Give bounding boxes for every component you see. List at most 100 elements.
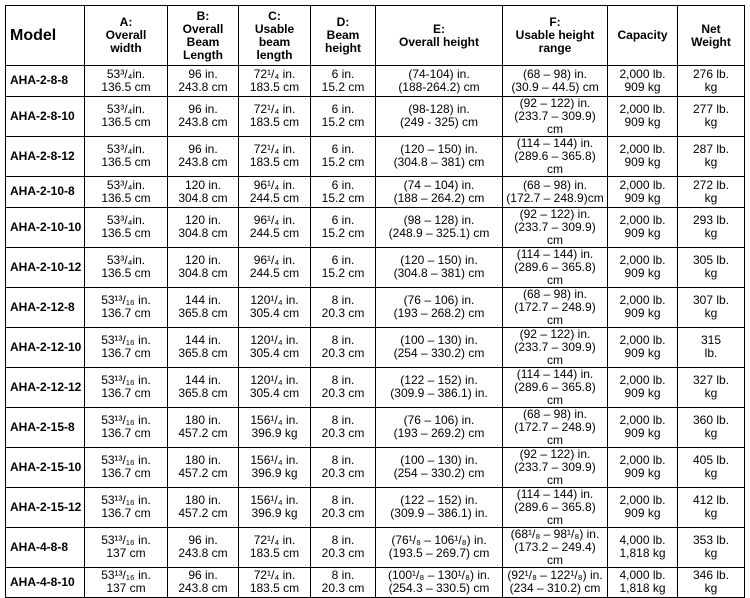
table-row: AHA-2-10-10 53³/₄in. 136.5 cm 120 in. 304.… — [5, 206, 745, 248]
table-cell: (74 – 104) in. (188 – 264.2) cm — [375, 175, 503, 208]
table-cell: 96 in. 243.8 cm — [167, 135, 239, 177]
table-cell: 2,000 lb. 909 kg — [607, 135, 678, 177]
table-cell: 276 lb. kg — [677, 65, 745, 97]
table-row: AHA-2-15-12 53¹³/₁₆ in. 136.7 cm 180 in. 4… — [5, 486, 745, 528]
table-row: AHA-2-8-12 53³/₄in. 136.5 cm 96 in. 243.8 … — [5, 135, 745, 177]
table-cell: 53³/₄in. 136.5 cm — [84, 175, 168, 208]
column-header: Net Weight — [677, 5, 745, 66]
table-cell: 120¹/₄ in. 305.4 cm — [238, 326, 311, 368]
table-cell: (98 – 128) in. (248.9 – 325.1) cm — [375, 206, 503, 248]
table-cell: (120 – 150) in. (304.8 – 381) cm — [375, 246, 503, 288]
table-cell: 2,000 lb. 909 kg — [607, 406, 678, 448]
table-cell: 6 in. 15.2 cm — [310, 135, 376, 177]
table-row: AHA-2-8-8 53³/₄in. 136.5 cm 96 in. 243.8 c… — [5, 65, 745, 97]
table-cell: 72¹/₄ in. 183.5 cm — [238, 65, 311, 97]
table-cell: 120 in. 304.8 cm — [167, 246, 239, 288]
table-cell: 8 in. 20.3 cm — [310, 486, 376, 528]
column-header: F: Usable height range — [502, 5, 608, 66]
spec-table: Model A: Overall width B: Overall Beam Len… — [5, 5, 745, 598]
table-cell: 72¹/₄ in. 183.5 cm — [238, 526, 311, 568]
table-cell: 6 in. 15.2 cm — [310, 95, 376, 137]
column-header: D: Beam height — [310, 5, 376, 66]
table-cell: 405 lb. kg — [677, 446, 745, 488]
table-row: AHA-2-10-12 53³/₄in. 136.5 cm 120 in. 304.… — [5, 246, 745, 288]
table-cell: 2,000 lb. 909 kg — [607, 486, 678, 528]
table-cell: 120¹/₄ in. 305.4 cm — [238, 366, 311, 408]
table-cell: 2,000 lb. 909 kg — [607, 326, 678, 368]
table-cell: 53³/₄in. 136.5 cm — [84, 65, 168, 97]
table-cell: 6 in. 15.2 cm — [310, 65, 376, 97]
table-cell: 144 in. 365.8 cm — [167, 326, 239, 368]
table-cell: 156¹/₄ in. 396.9 kg — [238, 406, 311, 448]
table-cell: 96 in. 243.8 cm — [167, 95, 239, 137]
table-cell: 53³/₄in. 136.5 cm — [84, 95, 168, 137]
model-cell: AHA-2-10-8 — [5, 175, 85, 208]
table-body: AHA-2-8-8 53³/₄in. 136.5 cm 96 in. 243.8 c… — [5, 65, 745, 598]
table-row: AHA-4-8-10 53¹³/₁₆ in. 137 cm 96 in. 243.8… — [5, 566, 745, 598]
table-cell: 412 lb. kg — [677, 486, 745, 528]
table-cell: 4,000 lb. 1,818 kg — [607, 526, 678, 568]
page: Model A: Overall width B: Overall Beam Len… — [5, 5, 745, 598]
table-cell: 53¹³/₁₆ in. 136.7 cm — [84, 446, 168, 488]
table-cell: (100 – 130) in. (254 – 330.2) cm — [375, 446, 503, 488]
table-cell: 144 in. 365.8 cm — [167, 286, 239, 328]
table-cell: (92 – 122) in. (233.7 – 309.9) cm — [502, 446, 608, 488]
table-cell: 293 lb. kg — [677, 206, 745, 248]
table-cell: 53³/₄in. 136.5 cm — [84, 206, 168, 248]
table-cell: 180 in. 457.2 cm — [167, 486, 239, 528]
table-row: AHA-2-15-10 53¹³/₁₆ in. 136.7 cm 180 in. 4… — [5, 446, 745, 488]
model-cell: AHA-2-15-10 — [5, 446, 85, 488]
table-cell: 96 in. 243.8 cm — [167, 566, 239, 598]
table-cell: 53³/₄in. 136.5 cm — [84, 135, 168, 177]
table-cell: 277 lb. kg — [677, 95, 745, 137]
table-cell: 8 in. 20.3 cm — [310, 526, 376, 568]
model-cell: AHA-2-10-10 — [5, 206, 85, 248]
table-cell: 272 lb. kg — [677, 175, 745, 208]
model-cell: AHA-4-8-8 — [5, 526, 85, 568]
column-header: E: Overall height — [375, 5, 503, 66]
table-cell: 2,000 lb. 909 kg — [607, 175, 678, 208]
table-cell: (122 – 152) in. (309.9 – 386.1) in. — [375, 486, 503, 528]
table-cell: (68 – 98) in. (172.7 – 248.9) cm — [502, 286, 608, 328]
table-cell: 6 in. 15.2 cm — [310, 246, 376, 288]
table-cell: (92 – 122) in. (233.7 – 309.9) cm — [502, 326, 608, 368]
model-cell: AHA-2-12-8 — [5, 286, 85, 328]
model-cell: AHA-2-10-12 — [5, 246, 85, 288]
column-header: C: Usable beam length — [238, 5, 311, 66]
table-cell: (76¹/₈ – 106¹/₈) in. (193.5 – 269.7) cm — [375, 526, 503, 568]
table-cell: 156¹/₄ in. 396.9 kg — [238, 446, 311, 488]
table-cell: (68 – 98) in. (172.7 – 248.9) cm — [502, 406, 608, 448]
model-cell: AHA-4-8-10 — [5, 566, 85, 598]
table-cell: 8 in. 20.3 cm — [310, 446, 376, 488]
table-cell: 180 in. 457.2 cm — [167, 446, 239, 488]
table-cell: (114 – 144) in. (289.6 – 365.8) cm — [502, 486, 608, 528]
model-cell: AHA-2-15-12 — [5, 486, 85, 528]
table-cell: (68 – 98) in. (30.9 – 44.5) cm — [502, 65, 608, 97]
table-cell: (68¹/₈ – 98¹/₈) in. (173.2 – 249.4) cm — [502, 526, 608, 568]
table-cell: 2,000 lb. 909 kg — [607, 246, 678, 288]
table-cell: 120¹/₄ in. 305.4 cm — [238, 286, 311, 328]
model-cell: AHA-2-8-10 — [5, 95, 85, 137]
table-cell: 144 in. 365.8 cm — [167, 366, 239, 408]
table-cell: 8 in. 20.3 cm — [310, 366, 376, 408]
table-row: AHA-2-12-12 53¹³/₁₆ in. 136.7 cm 144 in. 3… — [5, 366, 745, 408]
table-cell: 53¹³/₁₆ in. 136.7 cm — [84, 366, 168, 408]
table-cell: 6 in. 15.2 cm — [310, 206, 376, 248]
column-header: Capacity — [607, 5, 678, 66]
table-cell: (122 – 152) in. (309.9 – 386.1) in. — [375, 366, 503, 408]
table-cell: 8 in. 20.3 cm — [310, 286, 376, 328]
table-cell: 53¹³/₁₆ in. 137 cm — [84, 526, 168, 568]
table-cell: 120 in. 304.8 cm — [167, 206, 239, 248]
table-row: AHA-4-8-8 53¹³/₁₆ in. 137 cm 96 in. 243.8 … — [5, 526, 745, 568]
table-cell: 72¹/₄ in. 183.5 cm — [238, 566, 311, 598]
model-cell: AHA-2-12-10 — [5, 326, 85, 368]
table-cell: (98-128) in. (249 - 325) cm — [375, 95, 503, 137]
table-row: AHA-2-15-8 53¹³/₁₆ in. 136.7 cm 180 in. 45… — [5, 406, 745, 448]
table-cell: (74-104) in. (188-264.2) cm — [375, 65, 503, 97]
table-cell: 2,000 lb. 909 kg — [607, 65, 678, 97]
table-cell: (76 – 106) in. (193 – 269.2) cm — [375, 406, 503, 448]
table-cell: 2,000 lb. 909 kg — [607, 95, 678, 137]
table-row: AHA-2-8-10 53³/₄in. 136.5 cm 96 in. 243.8 … — [5, 95, 745, 137]
table-cell: 4,000 lb. 1,818 kg — [607, 566, 678, 598]
table-cell: (114 – 144) in. (289.6 – 365.8) cm — [502, 366, 608, 408]
